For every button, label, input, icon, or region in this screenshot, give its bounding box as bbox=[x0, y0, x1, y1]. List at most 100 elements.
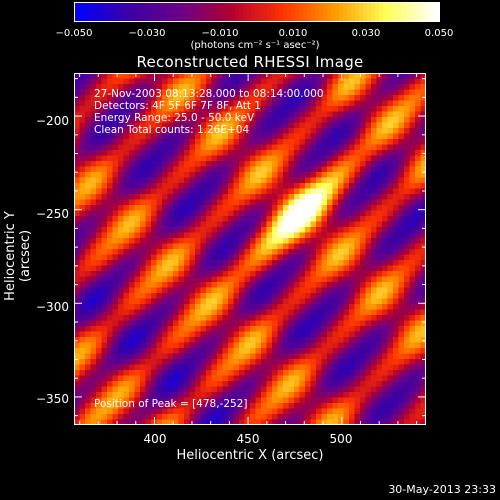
heatmap-cell bbox=[195, 337, 201, 343]
heatmap-cell bbox=[211, 337, 218, 343]
colorbar-swatch bbox=[287, 3, 292, 21]
heatmap-cell bbox=[415, 403, 421, 409]
heatmap-cell bbox=[211, 194, 218, 200]
heatmap-cell bbox=[107, 353, 113, 360]
heatmap-cell bbox=[211, 144, 218, 151]
colorbar-swatch bbox=[199, 3, 204, 21]
heatmap-cell bbox=[272, 100, 278, 107]
heatmap-cell bbox=[338, 128, 344, 134]
heatmap-cell bbox=[200, 73, 207, 79]
heatmap-cell bbox=[360, 271, 366, 277]
heatmap-cell bbox=[376, 381, 383, 387]
heatmap-cell bbox=[382, 122, 388, 129]
heatmap-cell bbox=[277, 194, 284, 200]
heatmap-cell bbox=[162, 188, 168, 195]
heatmap-cell bbox=[178, 106, 185, 112]
heatmap-cell bbox=[96, 139, 102, 145]
heatmap-cell bbox=[90, 205, 97, 211]
heatmap-cell bbox=[140, 199, 146, 206]
heatmap-cell bbox=[371, 221, 377, 228]
heatmap-cell bbox=[222, 375, 229, 382]
heatmap-cell bbox=[338, 95, 344, 101]
heatmap-cell bbox=[244, 183, 251, 189]
heatmap-cell bbox=[90, 348, 97, 354]
heatmap-cell bbox=[107, 199, 113, 206]
heatmap-cell bbox=[112, 337, 119, 343]
heatmap-cell bbox=[343, 381, 350, 387]
heatmap-cell bbox=[178, 117, 185, 123]
heatmap-cell bbox=[145, 210, 152, 217]
heatmap-cell bbox=[195, 89, 201, 96]
heatmap-cell bbox=[228, 89, 234, 96]
heatmap-cell bbox=[189, 348, 196, 354]
heatmap-cell bbox=[239, 381, 245, 387]
heatmap-cell bbox=[195, 122, 201, 129]
heatmap-cell bbox=[222, 381, 229, 387]
heatmap-cell bbox=[266, 370, 273, 376]
heatmap-cell bbox=[415, 260, 421, 266]
heatmap-cell bbox=[327, 117, 333, 123]
heatmap-cell bbox=[206, 183, 212, 189]
heatmap-cell bbox=[156, 249, 163, 255]
heatmap-cell bbox=[129, 254, 135, 261]
heatmap-cell bbox=[266, 205, 273, 211]
heatmap-cell bbox=[255, 254, 262, 261]
heatmap-cell bbox=[332, 419, 339, 425]
heatmap-cell bbox=[140, 414, 146, 420]
heatmap-cell bbox=[288, 353, 295, 360]
heatmap-cell bbox=[310, 232, 317, 239]
heatmap-cell bbox=[85, 403, 91, 409]
heatmap-cell bbox=[217, 320, 223, 327]
heatmap-cell bbox=[129, 342, 135, 349]
heatmap-cell bbox=[118, 100, 124, 107]
heatmap-cell bbox=[85, 408, 91, 415]
heatmap-cell bbox=[79, 392, 86, 398]
heatmap-cell bbox=[90, 106, 97, 112]
heatmap-cell bbox=[266, 249, 273, 255]
heatmap-cell bbox=[365, 381, 372, 387]
heatmap-cell bbox=[101, 364, 108, 371]
heatmap-cell bbox=[184, 414, 190, 420]
heatmap-cell bbox=[145, 397, 152, 404]
heatmap-cell bbox=[310, 238, 317, 244]
heatmap-cell bbox=[277, 403, 284, 409]
heatmap-cell bbox=[74, 144, 80, 151]
heatmap-cell bbox=[404, 381, 410, 387]
heatmap-cell bbox=[79, 150, 86, 156]
heatmap-cell bbox=[189, 337, 196, 343]
heatmap-cell bbox=[123, 403, 130, 409]
heatmap-cell bbox=[299, 408, 306, 415]
heatmap-cell bbox=[354, 89, 361, 96]
heatmap-cell bbox=[343, 331, 350, 338]
heatmap-cell bbox=[404, 194, 410, 200]
heatmap-cell bbox=[261, 139, 267, 145]
heatmap-cell bbox=[200, 337, 207, 343]
heatmap-cell bbox=[217, 89, 223, 96]
heatmap-cell bbox=[294, 161, 300, 167]
colorbar-swatch bbox=[371, 3, 376, 21]
heatmap-cell bbox=[404, 386, 410, 393]
colorbar-swatch bbox=[355, 3, 360, 21]
heatmap-cell bbox=[134, 254, 141, 261]
heatmap-cell bbox=[167, 216, 174, 222]
heatmap-cell bbox=[134, 375, 141, 382]
heatmap-cell bbox=[332, 188, 339, 195]
heatmap-cell bbox=[200, 100, 207, 107]
heatmap-cell bbox=[101, 326, 108, 332]
heatmap-cell bbox=[255, 150, 262, 156]
heatmap-cell bbox=[338, 117, 344, 123]
heatmap-cell bbox=[85, 364, 91, 371]
heatmap-cell bbox=[107, 139, 113, 145]
heatmap-cell bbox=[387, 216, 394, 222]
heatmap-cell bbox=[112, 293, 119, 299]
heatmap-cell bbox=[404, 265, 410, 272]
heatmap-cell bbox=[85, 359, 91, 365]
colorbar-swatch bbox=[135, 3, 140, 21]
heatmap-cell bbox=[222, 144, 229, 151]
heatmap-cell bbox=[277, 271, 284, 277]
heatmap-cell bbox=[321, 408, 328, 415]
heatmap-cell bbox=[118, 216, 124, 222]
heatmap-cell bbox=[316, 320, 322, 327]
heatmap-cell bbox=[162, 216, 168, 222]
heatmap-cell bbox=[371, 199, 377, 206]
